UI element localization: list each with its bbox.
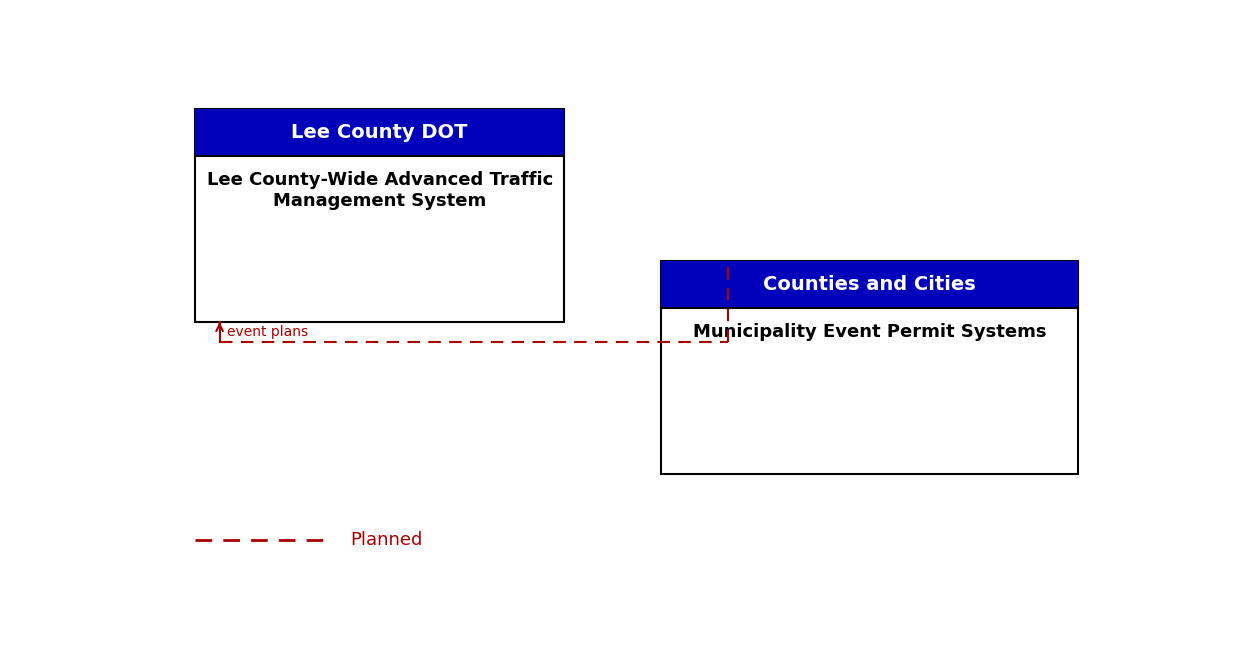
- Text: Lee County-Wide Advanced Traffic
Management System: Lee County-Wide Advanced Traffic Managem…: [207, 171, 553, 210]
- Text: Planned: Planned: [351, 531, 423, 549]
- Bar: [661, 261, 1078, 308]
- Text: event plans: event plans: [228, 326, 308, 340]
- Bar: [661, 261, 1078, 474]
- Text: Lee County DOT: Lee County DOT: [292, 123, 468, 142]
- Bar: [195, 109, 563, 156]
- Text: Municipality Event Permit Systems: Municipality Event Permit Systems: [692, 323, 1047, 342]
- Text: Counties and Cities: Counties and Cities: [764, 275, 977, 294]
- Bar: [195, 109, 563, 322]
